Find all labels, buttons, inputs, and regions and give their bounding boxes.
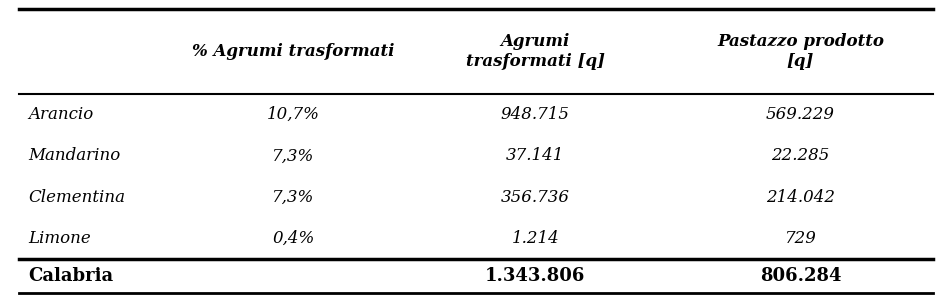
Text: Clementina: Clementina	[29, 189, 125, 206]
Text: 569.229: 569.229	[766, 106, 835, 123]
Text: 7,3%: 7,3%	[272, 189, 314, 206]
Text: 948.715: 948.715	[501, 106, 570, 123]
Text: Mandarino: Mandarino	[29, 147, 121, 165]
Text: 1.214: 1.214	[511, 230, 559, 247]
Text: 1.343.806: 1.343.806	[486, 267, 585, 285]
Text: 37.141: 37.141	[506, 147, 565, 165]
Text: 22.285: 22.285	[771, 147, 829, 165]
Text: Agrumi
trasformati [q]: Agrumi trasformati [q]	[466, 33, 605, 70]
Text: 0,4%: 0,4%	[272, 230, 314, 247]
Text: 10,7%: 10,7%	[267, 106, 320, 123]
Text: 729: 729	[784, 230, 817, 247]
Text: 214.042: 214.042	[766, 189, 835, 206]
Text: Calabria: Calabria	[29, 267, 113, 285]
Text: 7,3%: 7,3%	[272, 147, 314, 165]
Text: Arancio: Arancio	[29, 106, 93, 123]
Text: Limone: Limone	[29, 230, 91, 247]
Text: Pastazzo prodotto
[q]: Pastazzo prodotto [q]	[717, 33, 884, 70]
Text: 806.284: 806.284	[760, 267, 842, 285]
Text: % Agrumi trasformati: % Agrumi trasformati	[192, 43, 394, 60]
Text: 356.736: 356.736	[501, 189, 570, 206]
